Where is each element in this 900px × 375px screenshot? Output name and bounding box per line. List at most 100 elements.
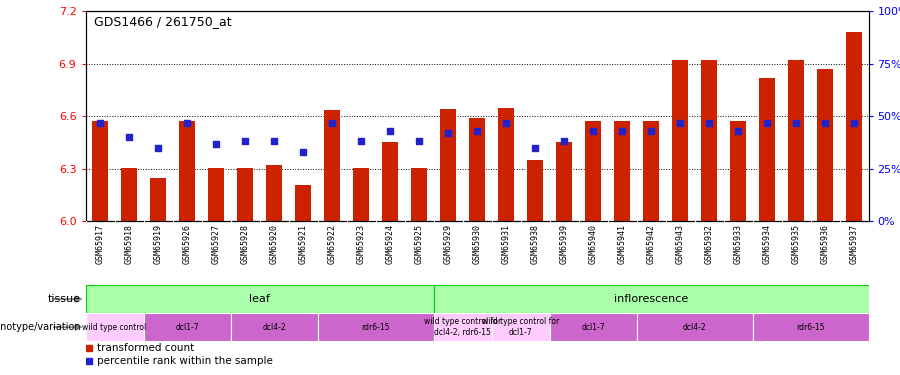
Bar (208, 168, 224, 221)
Bar (556, 142, 572, 221)
Bar (469, 118, 485, 221)
Point (151, 145, 166, 151)
Point (209, 141, 223, 147)
Bar (86, 313, 143, 341)
Bar (672, 60, 688, 221)
Text: GSM65940: GSM65940 (589, 224, 598, 264)
Point (818, 120, 832, 126)
Text: genotype/variation: genotype/variation (0, 322, 81, 332)
Bar (86, 285, 434, 313)
Text: GSM65918: GSM65918 (124, 224, 133, 264)
Bar (440, 109, 456, 221)
Point (731, 128, 745, 134)
Point (788, 120, 803, 126)
Text: GSM65933: GSM65933 (734, 224, 742, 264)
Text: GSM65934: GSM65934 (762, 224, 771, 264)
Text: tissue: tissue (48, 294, 81, 304)
Text: GSM65935: GSM65935 (791, 224, 800, 264)
Text: GSM65920: GSM65920 (269, 224, 278, 264)
Text: dcl4-2: dcl4-2 (683, 322, 706, 332)
Bar (788, 60, 804, 221)
Bar (550, 313, 636, 341)
Text: GSM65939: GSM65939 (560, 224, 569, 264)
Point (499, 120, 513, 126)
Point (266, 138, 281, 144)
Text: leaf: leaf (249, 294, 270, 304)
Text: wild type control for
dcl1-7: wild type control for dcl1-7 (482, 318, 559, 337)
Text: percentile rank within the sample: percentile rank within the sample (97, 356, 273, 366)
Text: GDS1466 / 261750_at: GDS1466 / 261750_at (94, 15, 232, 28)
Point (586, 128, 600, 134)
Text: GSM65927: GSM65927 (212, 224, 220, 264)
Bar (752, 313, 868, 341)
Bar (411, 168, 427, 221)
Bar (759, 78, 775, 221)
Bar (730, 121, 746, 221)
Bar (353, 168, 369, 221)
Point (527, 145, 542, 151)
Bar (643, 121, 659, 221)
Bar (817, 69, 833, 221)
Bar (237, 168, 253, 221)
Text: GSM65929: GSM65929 (444, 224, 453, 264)
Point (760, 120, 774, 126)
Bar (382, 142, 398, 221)
Text: rdr6-15: rdr6-15 (361, 322, 390, 332)
Text: GSM65917: GSM65917 (95, 224, 104, 264)
Text: GSM65928: GSM65928 (240, 224, 249, 264)
Text: GSM65937: GSM65937 (850, 224, 859, 264)
Bar (295, 185, 311, 221)
Bar (434, 313, 491, 341)
Text: wild type control for
dcl4-2, rdr6-15: wild type control for dcl4-2, rdr6-15 (424, 318, 501, 337)
Point (180, 120, 194, 126)
Bar (614, 121, 630, 221)
Bar (636, 313, 752, 341)
Bar (846, 32, 862, 221)
Text: dcl1-7: dcl1-7 (581, 322, 605, 332)
Bar (230, 313, 318, 341)
Point (847, 120, 861, 126)
Bar (92, 121, 108, 221)
Bar (498, 108, 514, 221)
Text: GSM65931: GSM65931 (501, 224, 510, 264)
Point (702, 120, 716, 126)
Text: GSM65938: GSM65938 (530, 224, 539, 264)
Bar (585, 121, 601, 221)
Text: GSM65926: GSM65926 (183, 224, 192, 264)
Bar (266, 165, 282, 221)
Point (441, 130, 455, 136)
Text: transformed count: transformed count (97, 343, 194, 353)
Point (296, 149, 310, 155)
Point (325, 120, 339, 126)
Bar (143, 313, 230, 341)
Bar (121, 168, 137, 221)
Text: GSM65943: GSM65943 (676, 224, 685, 264)
Bar (324, 110, 340, 221)
Text: GSM65932: GSM65932 (705, 224, 714, 264)
Point (354, 138, 368, 144)
Text: inflorescence: inflorescence (614, 294, 688, 304)
Point (412, 138, 427, 144)
Point (382, 128, 397, 134)
Point (644, 128, 658, 134)
Text: GSM65919: GSM65919 (154, 224, 163, 264)
Bar (701, 60, 717, 221)
Text: GSM65930: GSM65930 (472, 224, 482, 264)
Text: GSM65924: GSM65924 (385, 224, 394, 264)
Text: dcl1-7: dcl1-7 (176, 322, 199, 332)
Bar (527, 160, 543, 221)
Text: GSM65941: GSM65941 (617, 224, 626, 264)
Text: GSM65925: GSM65925 (415, 224, 424, 264)
Point (238, 138, 252, 144)
Point (615, 128, 629, 134)
Text: GSM65922: GSM65922 (328, 224, 337, 264)
Bar (150, 178, 166, 221)
Text: GSM65942: GSM65942 (646, 224, 655, 264)
Text: dcl4-2: dcl4-2 (262, 322, 286, 332)
Bar (434, 285, 868, 313)
Bar (318, 313, 434, 341)
Point (557, 138, 572, 144)
Bar (491, 313, 550, 341)
Point (93, 120, 107, 126)
Text: GSM65936: GSM65936 (821, 224, 830, 264)
